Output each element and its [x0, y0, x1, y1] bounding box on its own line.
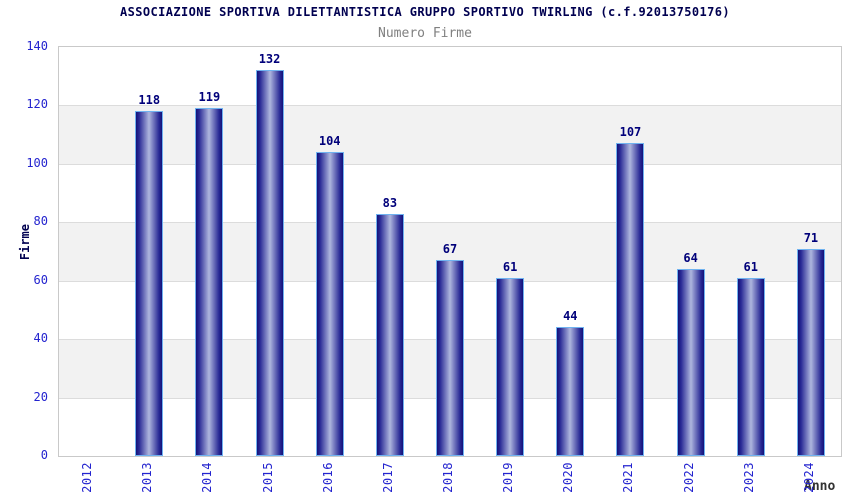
- gridline: [59, 105, 841, 107]
- bar-value-label: 83: [382, 195, 398, 210]
- bar-2020: [556, 327, 585, 456]
- bar-value-label: 118: [138, 93, 161, 108]
- y-axis-title: Firme: [18, 224, 32, 261]
- bar-2015: [255, 70, 284, 456]
- x-tick-label-2012: 2012: [80, 462, 95, 493]
- bar-2024: [796, 248, 825, 456]
- y-tick-label: 60: [33, 272, 48, 287]
- bar-2022: [676, 269, 705, 456]
- bar-value-label: 44: [563, 309, 578, 324]
- x-tick-label-2024: 2024: [801, 462, 816, 493]
- bar-value-label: 119: [198, 90, 221, 105]
- bar-2021: [616, 143, 645, 456]
- bar-value-label: 107: [619, 125, 642, 140]
- y-tick-label: 80: [33, 214, 48, 229]
- x-tick-label-2018: 2018: [441, 462, 455, 493]
- x-tick-label-2023: 2023: [741, 462, 756, 493]
- bar-2013: [135, 111, 164, 456]
- bar-value-label: 71: [803, 230, 819, 245]
- bar-value-label: 67: [442, 242, 458, 257]
- bar-2014: [195, 108, 224, 456]
- x-axis-title: Anno: [804, 479, 836, 494]
- x-tick-label-2022: 2022: [681, 462, 696, 493]
- plot-band: [59, 105, 841, 164]
- x-tick-label-2013: 2013: [140, 462, 155, 493]
- chart-title: ASSOCIAZIONE SPORTIVA DILETTANTISTICA GR…: [120, 5, 730, 19]
- y-tick-label: 0: [40, 448, 48, 462]
- x-tick-label-2021: 2021: [621, 462, 636, 493]
- x-tick-label-2015: 2015: [260, 462, 275, 493]
- bar-2018: [436, 260, 464, 456]
- x-tick-label-2016: 2016: [320, 462, 335, 493]
- bar-value-label: 104: [318, 134, 341, 149]
- plot-area: 118 119 132 104 83 67 61 44 107 64 61 71: [58, 46, 842, 457]
- bar-2023: [736, 277, 765, 456]
- gridline: [59, 163, 841, 165]
- x-tick-label-2014: 2014: [200, 462, 215, 493]
- bar-value-label: 132: [258, 52, 281, 67]
- chart-subtitle: Numero Firme: [378, 26, 472, 41]
- bar-2017: [375, 213, 404, 456]
- bar-value-label: 61: [502, 259, 518, 274]
- bar-2016: [315, 152, 344, 456]
- y-tick-label: 100: [26, 155, 48, 170]
- bar-2019: [496, 277, 525, 456]
- bar-value-label: 64: [683, 251, 698, 266]
- y-tick-label: 140: [26, 39, 48, 53]
- x-tick-label-2019: 2019: [501, 462, 516, 493]
- x-tick-label-2020: 2020: [561, 462, 576, 493]
- y-tick-label: 20: [33, 389, 48, 404]
- y-tick-label: 120: [26, 97, 48, 112]
- bar-value-label: 61: [743, 259, 758, 274]
- x-tick-label-2017: 2017: [380, 462, 395, 493]
- gridline: [59, 222, 841, 224]
- y-tick-label: 40: [33, 331, 48, 346]
